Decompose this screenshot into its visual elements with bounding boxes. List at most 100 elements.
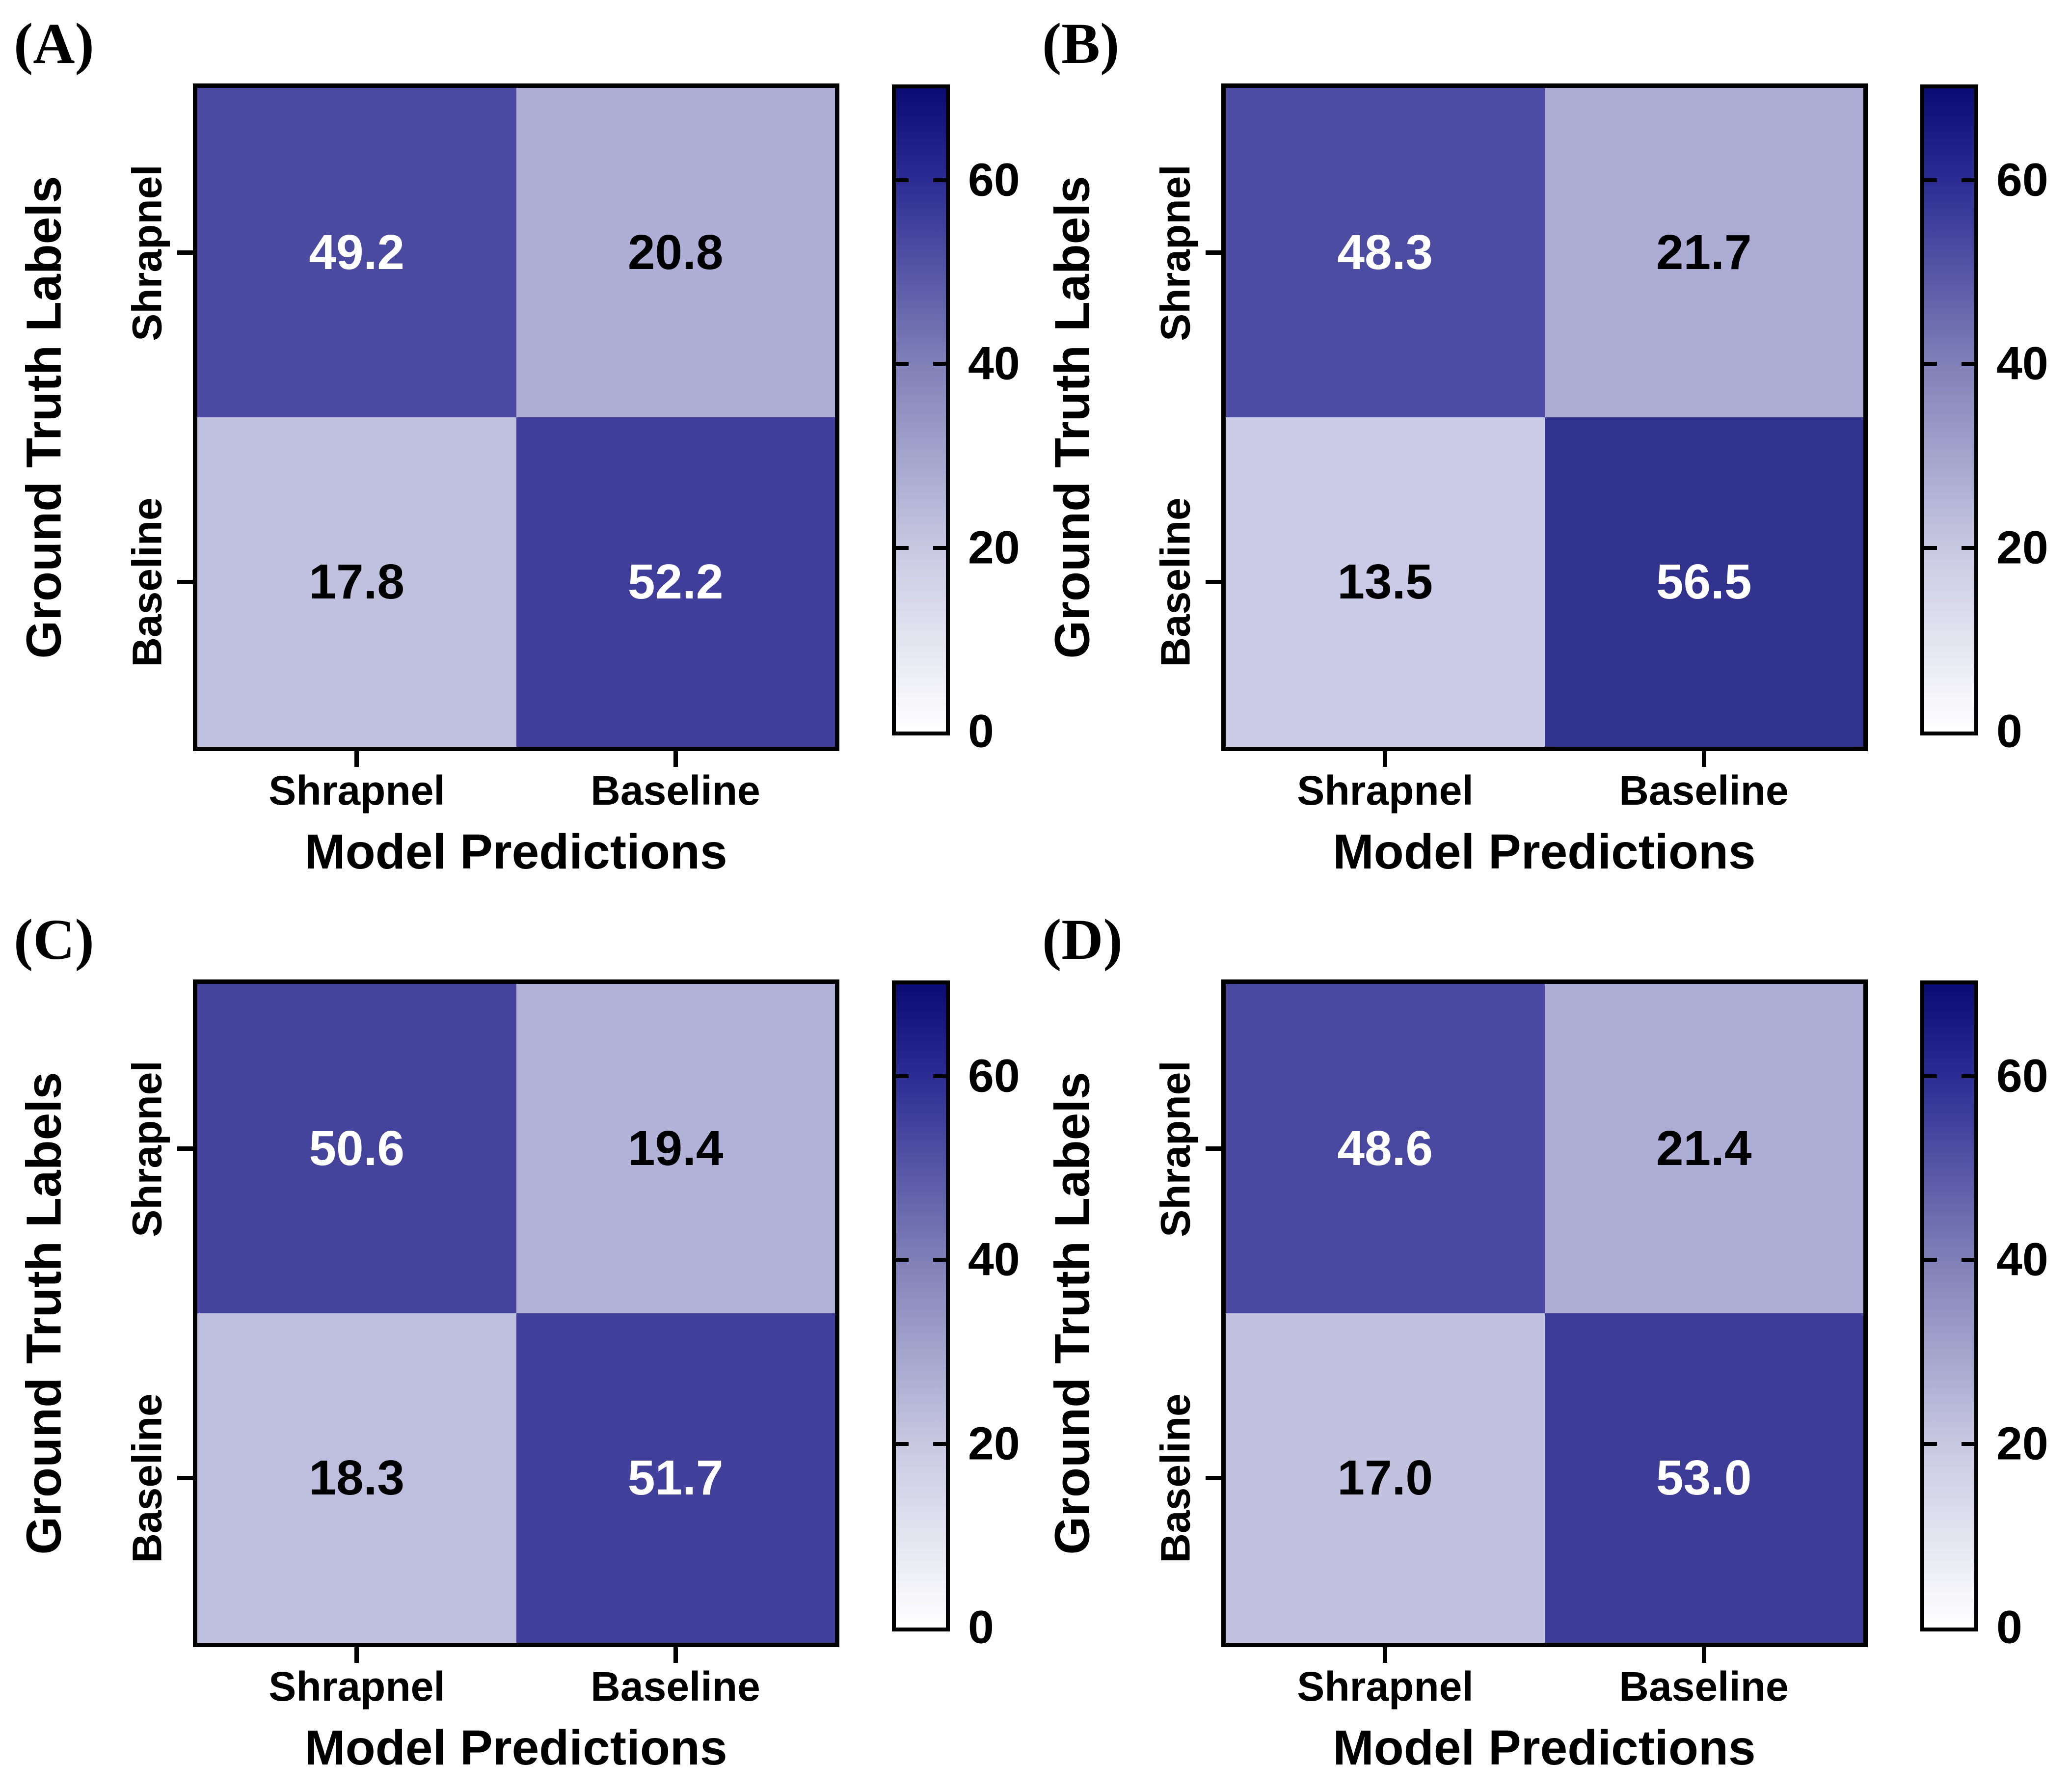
colorbar-tick-mark bbox=[896, 362, 909, 366]
colorbar-tick-mark bbox=[933, 1258, 946, 1262]
x-tick-label-shrapnel: Shrapnel bbox=[269, 1663, 445, 1710]
cell-true-baseline-pred-baseline: 56.5 bbox=[1544, 417, 1863, 747]
colorbar-tick-label: 40 bbox=[1996, 1233, 2048, 1286]
colorbar-tick-mark bbox=[896, 1074, 909, 1079]
cell-true-shrapnel-pred-shrapnel: 49.2 bbox=[197, 88, 516, 417]
cell-true-shrapnel-pred-baseline: 21.7 bbox=[1544, 88, 1863, 417]
colorbar-tick-label: 0 bbox=[968, 705, 994, 758]
colorbar-tick-label: 60 bbox=[968, 1050, 1020, 1102]
panel-letter-label: (A) bbox=[14, 11, 94, 76]
confusion-matrix-panel: (B) Ground Truth Labels Shrapnel Baselin… bbox=[1028, 0, 2070, 896]
cell-true-baseline-pred-shrapnel: 18.3 bbox=[197, 1313, 516, 1643]
cell-true-baseline-pred-shrapnel: 17.0 bbox=[1226, 1313, 1545, 1643]
confusion-matrix-panel: (C) Ground Truth Labels Shrapnel Baselin… bbox=[0, 896, 1042, 1792]
colorbar-tick-label: 40 bbox=[968, 1233, 1020, 1286]
confusion-matrix-panel: (A) Ground Truth Labels Shrapnel Baselin… bbox=[0, 0, 1042, 896]
y-axis-title: Ground Truth Labels bbox=[16, 176, 72, 659]
cell-true-shrapnel-pred-shrapnel: 50.6 bbox=[197, 984, 516, 1313]
y-tick-label-shrapnel: Shrapnel bbox=[124, 1060, 170, 1237]
cell-true-baseline-pred-baseline: 51.7 bbox=[516, 1313, 835, 1643]
cell-true-shrapnel-pred-baseline: 20.8 bbox=[516, 88, 835, 417]
x-tick-mark bbox=[1383, 1647, 1387, 1663]
y-tick-mark bbox=[1206, 580, 1221, 584]
colorbar-tick-mark bbox=[933, 545, 946, 550]
cell-true-shrapnel-pred-baseline: 19.4 bbox=[516, 984, 835, 1313]
colorbar-tick-mark bbox=[1962, 1074, 1974, 1079]
colorbar-tick-mark bbox=[933, 1074, 946, 1079]
x-tick-label-baseline: Baseline bbox=[1619, 767, 1789, 814]
colorbar-tick-mark bbox=[1962, 1441, 1974, 1446]
y-tick-mark bbox=[1206, 1476, 1221, 1480]
cell-true-baseline-pred-baseline: 52.2 bbox=[516, 417, 835, 747]
colorbar-tick-label: 40 bbox=[1996, 337, 2048, 390]
colorbar-tick-mark bbox=[933, 178, 946, 183]
y-axis-title: Ground Truth Labels bbox=[16, 1072, 72, 1555]
y-tick-mark bbox=[177, 1146, 193, 1151]
x-tick-label-shrapnel: Shrapnel bbox=[1297, 767, 1474, 814]
y-axis-title: Ground Truth Labels bbox=[1045, 1072, 1100, 1555]
x-tick-mark bbox=[1702, 1647, 1706, 1663]
x-axis-title: Model Predictions bbox=[304, 1720, 727, 1775]
colorbar-tick-label: 20 bbox=[1996, 1417, 2048, 1470]
colorbar-tick-mark bbox=[896, 1441, 909, 1446]
y-tick-label-shrapnel: Shrapnel bbox=[1152, 1060, 1199, 1237]
confusion-matrix-panel: (D) Ground Truth Labels Shrapnel Baselin… bbox=[1028, 896, 2070, 1792]
y-tick-mark bbox=[177, 580, 193, 584]
colorbar bbox=[892, 84, 950, 735]
x-tick-mark bbox=[1383, 751, 1387, 767]
x-tick-mark bbox=[673, 1647, 678, 1663]
colorbar-tick-label: 20 bbox=[1996, 521, 2048, 574]
colorbar-tick-mark bbox=[896, 178, 909, 183]
y-tick-mark bbox=[177, 250, 193, 255]
heatmap-grid: 48.6 21.4 17.0 53.0 bbox=[1221, 979, 1868, 1647]
cell-true-baseline-pred-baseline: 53.0 bbox=[1544, 1313, 1863, 1643]
y-tick-label-baseline: Baseline bbox=[1152, 1393, 1199, 1563]
y-axis-title: Ground Truth Labels bbox=[1045, 176, 1100, 659]
colorbar-tick-label: 60 bbox=[1996, 1050, 2048, 1102]
colorbar-tick-mark bbox=[896, 545, 909, 550]
colorbar-tick-mark bbox=[1924, 362, 1937, 366]
x-tick-mark bbox=[673, 751, 678, 767]
colorbar bbox=[892, 980, 950, 1631]
colorbar-tick-mark bbox=[1962, 545, 1974, 550]
heatmap-grid: 50.6 19.4 18.3 51.7 bbox=[193, 979, 839, 1647]
cell-true-baseline-pred-shrapnel: 13.5 bbox=[1226, 417, 1545, 747]
colorbar-tick-mark bbox=[1962, 178, 1974, 183]
panel-letter-label: (C) bbox=[14, 907, 94, 972]
heatmap-grid: 48.3 21.7 13.5 56.5 bbox=[1221, 83, 1868, 751]
colorbar-tick-label: 20 bbox=[968, 1417, 1020, 1470]
y-tick-mark bbox=[1206, 250, 1221, 255]
colorbar-tick-mark bbox=[1924, 545, 1937, 550]
colorbar-tick-mark bbox=[933, 1441, 946, 1446]
colorbar-tick-label: 0 bbox=[968, 1601, 994, 1654]
colorbar-tick-mark bbox=[1924, 1074, 1937, 1079]
panel-letter-label: (D) bbox=[1042, 907, 1123, 972]
y-tick-label-baseline: Baseline bbox=[124, 1393, 170, 1563]
x-tick-label-shrapnel: Shrapnel bbox=[269, 767, 445, 814]
panel-letter-label: (B) bbox=[1042, 11, 1120, 76]
x-tick-label-baseline: Baseline bbox=[1619, 1663, 1789, 1710]
colorbar-tick-mark bbox=[1924, 1441, 1937, 1446]
colorbar-tick-label: 0 bbox=[1996, 1601, 2022, 1654]
cell-true-shrapnel-pred-baseline: 21.4 bbox=[1544, 984, 1863, 1313]
x-axis-title: Model Predictions bbox=[304, 824, 727, 879]
colorbar-tick-mark bbox=[933, 362, 946, 366]
x-axis-title: Model Predictions bbox=[1333, 824, 1756, 879]
x-axis-title: Model Predictions bbox=[1333, 1720, 1756, 1775]
y-tick-label-baseline: Baseline bbox=[1152, 497, 1199, 667]
colorbar-tick-label: 40 bbox=[968, 337, 1020, 390]
colorbar-tick-label: 0 bbox=[1996, 705, 2022, 758]
x-tick-mark bbox=[354, 1647, 359, 1663]
x-tick-mark bbox=[1702, 751, 1706, 767]
y-tick-mark bbox=[177, 1476, 193, 1480]
heatmap-grid: 49.2 20.8 17.8 52.2 bbox=[193, 83, 839, 751]
colorbar-tick-mark bbox=[1962, 1258, 1974, 1262]
cell-true-shrapnel-pred-shrapnel: 48.6 bbox=[1226, 984, 1545, 1313]
colorbar-tick-mark bbox=[896, 1258, 909, 1262]
x-tick-label-shrapnel: Shrapnel bbox=[1297, 1663, 1474, 1710]
y-tick-mark bbox=[1206, 1146, 1221, 1151]
x-tick-label-baseline: Baseline bbox=[591, 767, 760, 814]
colorbar-tick-label: 20 bbox=[968, 521, 1020, 574]
y-tick-label-shrapnel: Shrapnel bbox=[1152, 164, 1199, 341]
